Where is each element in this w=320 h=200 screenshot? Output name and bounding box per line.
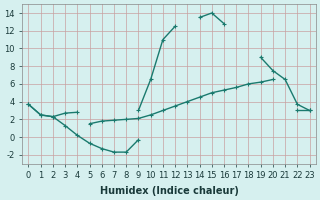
X-axis label: Humidex (Indice chaleur): Humidex (Indice chaleur): [100, 186, 238, 196]
